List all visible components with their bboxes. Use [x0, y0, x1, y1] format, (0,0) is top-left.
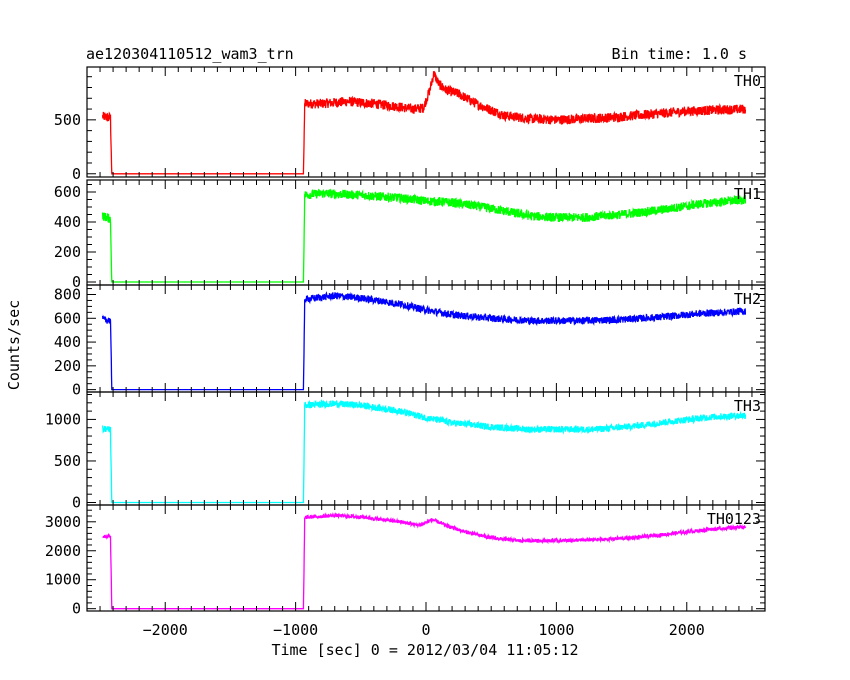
y-tick-label: 1000 [45, 410, 81, 428]
x-tick-label: 0 [421, 621, 430, 639]
x-tick-label: 2000 [669, 621, 705, 639]
y-axis-label: Counts/sec [5, 300, 23, 390]
x-axis-label: Time [sec] 0 = 2012/03/04 11:05:12 [271, 641, 578, 659]
panel-frame-th0 [86, 66, 766, 178]
y-tick-label: 0 [72, 494, 81, 512]
x-tick-label: −2000 [143, 621, 188, 639]
panel-label-th1: TH1 [734, 185, 761, 203]
y-tick-label: 1000 [45, 571, 81, 589]
x-tick-label: −1000 [273, 621, 318, 639]
chart-subtitle: Bin time: 1.0 s [612, 45, 747, 63]
panel-label-th0: TH0 [734, 72, 761, 90]
series-line-th1 [101, 188, 747, 283]
y-tick-label: 2000 [45, 542, 81, 560]
panel-label-th0123: TH0123 [707, 510, 761, 528]
y-tick-label: 200 [54, 357, 81, 375]
y-tick-label: 800 [54, 286, 81, 304]
series-line-th0123 [102, 511, 747, 610]
y-tick-label: 400 [54, 333, 81, 351]
series-line-th0 [101, 70, 747, 175]
y-tick-label: 0 [72, 600, 81, 618]
y-tick-label: 400 [54, 213, 81, 231]
series-line-th3 [101, 398, 747, 504]
y-tick-label: 500 [54, 452, 81, 470]
y-tick-label: 0 [72, 273, 81, 291]
panel-frame-th0123 [86, 504, 766, 612]
series-line-th2 [101, 291, 747, 391]
chart-title: ae120304110512_wam3_trn [86, 45, 294, 63]
panel-frame-th1 [86, 179, 766, 286]
panel-label-th3: TH3 [734, 397, 761, 415]
y-tick-label: 600 [54, 183, 81, 201]
y-tick-label: 200 [54, 243, 81, 261]
y-tick-label: 3000 [45, 513, 81, 531]
panel-frame-th2 [86, 284, 766, 393]
panel-label-th2: TH2 [734, 290, 761, 308]
y-tick-label: 500 [54, 111, 81, 129]
y-tick-label: 0 [72, 165, 81, 183]
y-tick-label: 600 [54, 309, 81, 327]
y-tick-label: 0 [72, 381, 81, 399]
panel-frame-th3 [86, 391, 766, 506]
x-tick-label: 1000 [538, 621, 574, 639]
